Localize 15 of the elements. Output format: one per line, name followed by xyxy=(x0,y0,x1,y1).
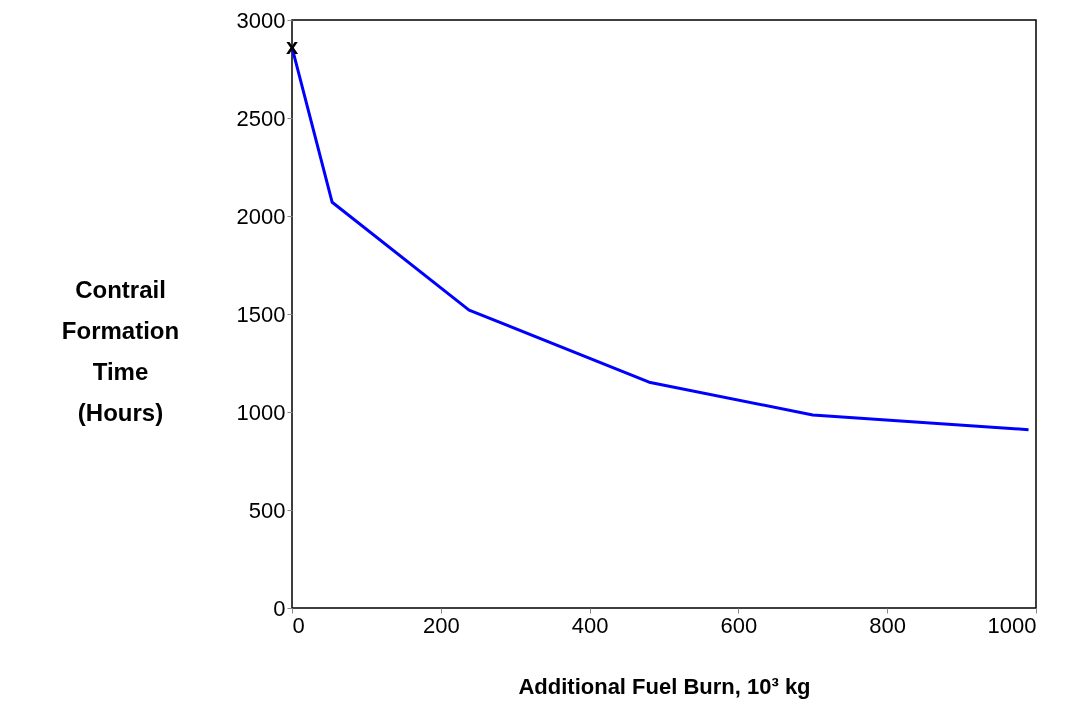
y-tick-label: 1000 xyxy=(236,399,286,425)
x-tick-label: 1000 xyxy=(987,612,1037,638)
y-tick-label: 0 xyxy=(273,595,286,621)
x-tick-label: 400 xyxy=(571,612,609,638)
y-tick-label: 3000 xyxy=(236,7,286,33)
x-axis-title: Additional Fuel Burn, 10³ kg xyxy=(518,673,811,699)
y-tick-label: 500 xyxy=(248,497,286,523)
y-tick-label: 2000 xyxy=(236,203,286,229)
y-tick-label: 2500 xyxy=(236,105,286,131)
y-axis-title: Contrail Formation Time (Hours) xyxy=(61,275,180,426)
x-tick-label: 200 xyxy=(422,612,460,638)
y-tick-label: 1500 xyxy=(236,301,286,327)
x-tick-label: 0 xyxy=(292,612,305,638)
x-tick-label: 600 xyxy=(720,612,758,638)
x-tick-label: 800 xyxy=(869,612,907,638)
